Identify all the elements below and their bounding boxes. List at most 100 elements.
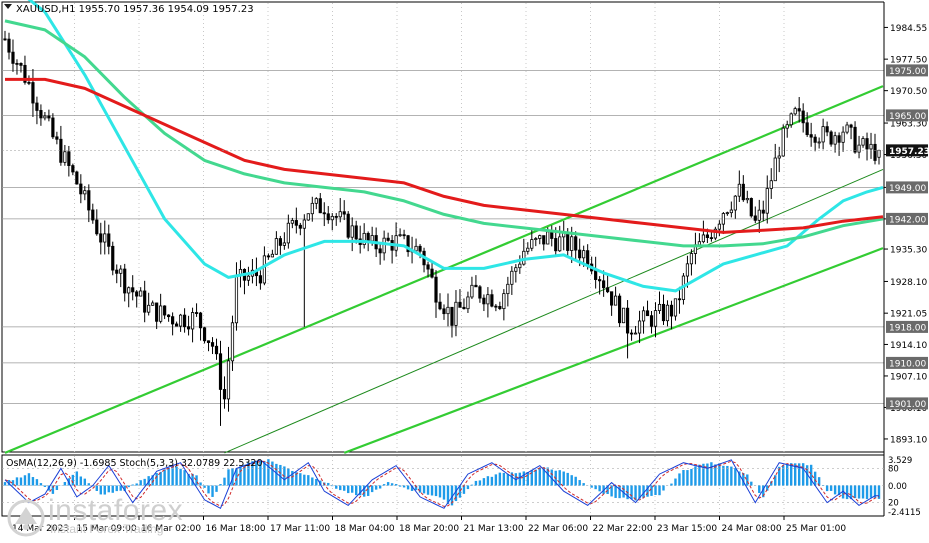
candle-bear bbox=[334, 215, 338, 218]
stoch-main-line bbox=[4, 459, 879, 510]
candle-bear bbox=[629, 332, 634, 335]
time-label: 16 Mar 02:00 bbox=[141, 524, 201, 534]
time-label: 25 Mar 01:00 bbox=[786, 524, 846, 534]
candle-bull bbox=[538, 235, 542, 239]
candle-bear bbox=[490, 294, 494, 307]
candle-bear bbox=[849, 124, 853, 128]
price-level-tag bbox=[886, 320, 928, 333]
candle-bear bbox=[853, 126, 857, 153]
candle-bear bbox=[115, 269, 119, 274]
candle-bull bbox=[526, 247, 530, 252]
candle-bear bbox=[59, 138, 63, 163]
candle-bear bbox=[135, 291, 139, 297]
candle-bear bbox=[342, 211, 346, 215]
candle-bull bbox=[769, 180, 773, 189]
candle-bull bbox=[582, 250, 586, 259]
indicator-label: OsMA(12,26,9) -1.6985 Stoch(5,3,3) 32.07… bbox=[6, 458, 263, 469]
candle-bull bbox=[179, 314, 183, 327]
candle-bear bbox=[645, 310, 650, 317]
price-level-tag bbox=[886, 212, 928, 225]
time-label: 22 Mar 06:00 bbox=[528, 524, 588, 534]
candle-bear bbox=[494, 305, 498, 308]
candle-bull bbox=[119, 268, 123, 274]
stoch-level-label: 20 bbox=[888, 499, 899, 509]
candle-bear bbox=[123, 268, 127, 294]
candle-bull bbox=[701, 234, 705, 243]
candle-bear bbox=[366, 232, 370, 242]
candle-bear bbox=[346, 213, 350, 238]
candle-bear bbox=[761, 209, 765, 214]
candle-bull bbox=[306, 213, 310, 221]
candle-bear bbox=[498, 306, 502, 310]
price-level-tag-label: 1910.00 bbox=[889, 359, 926, 369]
price-level-lines bbox=[2, 70, 884, 404]
candle-bull bbox=[234, 275, 239, 324]
candle-bull bbox=[777, 155, 781, 159]
candle-bull bbox=[817, 141, 821, 144]
candle-bull bbox=[689, 253, 694, 265]
price-tick-label: 1921.05 bbox=[890, 310, 927, 320]
candle-bull bbox=[793, 108, 797, 115]
candle-bear bbox=[542, 235, 546, 245]
collapse-triangle-icon[interactable] bbox=[4, 4, 12, 9]
candle-bear bbox=[586, 250, 590, 265]
candle-bear bbox=[434, 276, 438, 303]
candle-bull bbox=[290, 220, 294, 224]
candle-bull bbox=[522, 250, 526, 265]
price-tick-label: 1907.10 bbox=[890, 372, 927, 382]
candle-bear bbox=[610, 291, 614, 306]
price-tick-label: 1935.30 bbox=[890, 246, 927, 256]
candle-bull bbox=[466, 296, 470, 310]
price-level-tag-label: 1942.00 bbox=[889, 215, 926, 225]
candle-bull bbox=[330, 215, 334, 221]
candle-bear bbox=[23, 64, 27, 83]
candle-bear bbox=[107, 233, 111, 247]
candle-bear bbox=[574, 236, 578, 251]
candle-bear bbox=[91, 209, 95, 221]
current-price-label: 1957.23 bbox=[889, 147, 929, 157]
candle-bear bbox=[550, 231, 554, 239]
candle-bear bbox=[218, 353, 223, 390]
price-tick-label: 1977.50 bbox=[890, 56, 927, 66]
stoch-level-label: 80 bbox=[888, 464, 899, 474]
candle-bear bbox=[79, 183, 83, 195]
osma-max-label: 3.529 bbox=[888, 456, 912, 466]
candle-bear bbox=[450, 306, 454, 326]
candle-bear bbox=[95, 219, 99, 235]
candle-bull bbox=[282, 242, 286, 246]
candle-bear bbox=[741, 183, 745, 201]
candle-bear bbox=[202, 327, 207, 342]
candle-bear bbox=[35, 102, 39, 111]
candle-bear bbox=[175, 323, 179, 327]
time-label: 18 Mar 20:00 bbox=[399, 524, 459, 534]
candle-bear bbox=[418, 245, 422, 252]
candle-bear bbox=[206, 340, 211, 343]
price-level-tag bbox=[886, 109, 928, 122]
candle-bull bbox=[274, 238, 278, 255]
candle-bear bbox=[298, 224, 302, 229]
time-label: 17 Mar 11:00 bbox=[270, 524, 330, 534]
stochastic-lines bbox=[2, 459, 884, 510]
candle-bull bbox=[147, 304, 151, 313]
candle-bear bbox=[11, 51, 15, 64]
candle-bull bbox=[833, 135, 837, 145]
candle-bull bbox=[246, 275, 251, 281]
candle-bear bbox=[677, 298, 682, 301]
candle-bear bbox=[3, 38, 7, 41]
time-label: 21 Mar 13:00 bbox=[464, 524, 524, 534]
price-level-tag bbox=[886, 64, 928, 77]
channel-line bbox=[224, 168, 884, 454]
candle-bear bbox=[618, 295, 622, 324]
candle-bear bbox=[566, 232, 570, 251]
candle-bull bbox=[781, 127, 785, 157]
indicator-axis: 3.529 0.00 -2.4115 80 20 bbox=[888, 456, 921, 518]
candle-bear bbox=[51, 117, 55, 138]
plot-frame bbox=[1, 1, 885, 517]
candle-bear bbox=[705, 234, 709, 238]
candle-bull bbox=[514, 267, 518, 272]
time-label: 24 Mar 08:00 bbox=[722, 524, 782, 534]
candle-bull bbox=[286, 222, 290, 244]
candle-bull bbox=[717, 223, 721, 230]
